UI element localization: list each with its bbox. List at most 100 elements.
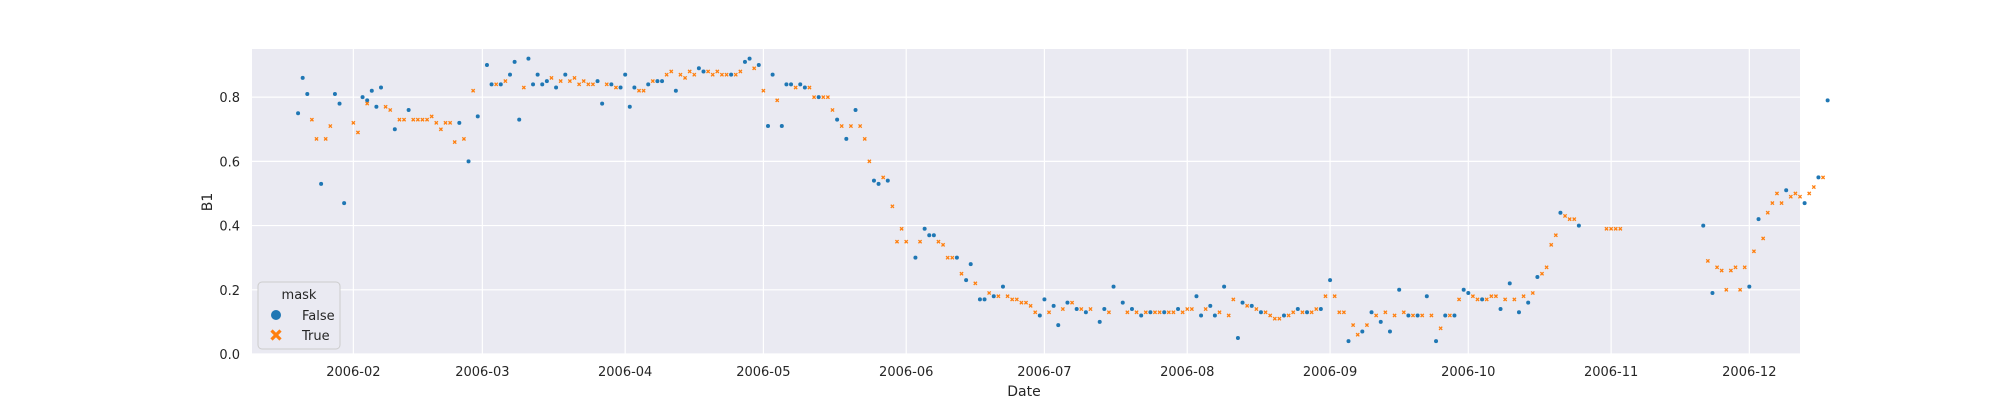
point-true [1807,191,1812,196]
point-true [793,85,798,90]
legend-marker-false [271,310,281,320]
point-false [1526,300,1531,305]
y-tick-label: 0.4 [219,220,240,235]
point-false [756,63,761,68]
point-true [706,69,711,74]
point-true [471,88,476,93]
point-false [512,59,517,64]
point-true [1761,236,1766,241]
point-false [784,82,789,87]
point-true [1793,191,1798,196]
y-tick-label: 0.6 [219,155,240,170]
point-false [1443,313,1448,318]
point-true [420,117,425,122]
point-false [1208,303,1213,308]
point-true [1364,323,1369,328]
point-true [1171,310,1176,315]
legend-label-false: False [302,309,335,324]
point-false [517,117,522,122]
point-true [715,69,720,74]
point-false [1097,319,1102,324]
point-false [742,59,747,64]
point-true [1351,323,1356,328]
x-tick-label: 2006-05 [736,365,790,380]
point-true [438,127,443,132]
point-true [572,75,577,80]
point-true [351,120,356,125]
point-true [1489,294,1494,299]
point-true [503,79,508,84]
point-false [337,101,342,106]
point-true [1014,297,1019,302]
point-false [1148,310,1153,315]
point-false [342,201,347,206]
point-false [305,91,310,96]
point-true [899,226,904,231]
legend: mask False True [257,281,341,350]
point-true [1392,313,1397,318]
point-true [1383,310,1388,315]
point-true [1046,310,1052,315]
point-false [844,136,849,141]
point-false [1360,329,1365,334]
y-tick-label: 0.2 [219,284,240,299]
point-false [1516,310,1521,315]
point-false [498,82,503,87]
point-false [1378,319,1383,324]
point-false [484,63,489,68]
point-false [931,233,936,238]
point-true [1309,310,1314,315]
point-true [1231,297,1236,302]
point-false [1406,313,1411,318]
point-false [729,72,734,77]
point-true [1549,242,1554,247]
point-true [1277,316,1282,321]
point-false [1056,323,1061,328]
point-false [696,66,701,71]
point-false [1318,307,1323,312]
y-gridlines [252,96,1800,355]
point-true [1245,303,1250,308]
point-true [1609,226,1614,231]
x-tick-label: 2006-08 [1160,365,1214,380]
point-true [494,82,499,87]
point-true [1788,194,1793,199]
point-true [1613,226,1618,231]
point-true [1157,310,1162,315]
point-true [687,69,692,74]
point-false [1452,313,1457,318]
point-false [595,79,600,84]
point-true [1033,310,1038,315]
point-true [1106,310,1111,315]
point-false [563,72,568,77]
point-true [1438,326,1443,331]
point-false [1507,281,1512,286]
point-true [613,85,619,90]
x-tick-label: 2006-03 [455,365,509,380]
point-true [590,82,595,87]
point-true [1226,313,1231,318]
point-false [540,82,545,87]
x-gridlines [352,49,1750,354]
point-true [1143,310,1148,315]
point-true [1797,194,1803,199]
point-false [1258,310,1263,315]
point-true [692,72,697,77]
point-true [1539,271,1545,276]
point-false [1710,291,1715,295]
point-true [1374,313,1379,318]
point-false [300,75,305,80]
point-true [959,271,964,276]
point-false [1328,278,1333,283]
point-false [554,85,559,90]
point-true [1180,310,1185,315]
point-false [1535,274,1540,279]
point-true [936,239,941,244]
point-true [429,114,434,119]
point-true [636,88,642,93]
point-true [1337,310,1342,315]
point-true [1715,265,1720,270]
point-false [747,56,752,61]
point-false [779,124,784,129]
